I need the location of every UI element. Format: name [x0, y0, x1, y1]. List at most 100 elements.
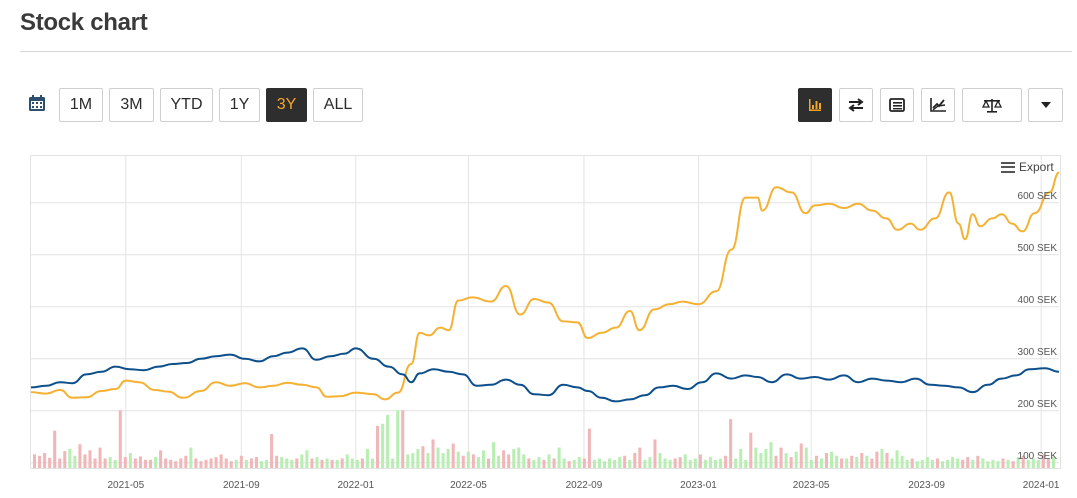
x-tick-label: 2022-09	[566, 480, 603, 491]
volume-bar	[229, 461, 233, 468]
volume-bar	[966, 457, 970, 468]
compare-arrows-icon	[848, 98, 864, 112]
volume-bar	[613, 459, 617, 468]
menu-icon	[1001, 161, 1015, 173]
y-tick-label: 400 SEK	[1018, 295, 1058, 306]
volume-bar	[819, 458, 823, 468]
x-tick-label: 2023-09	[908, 480, 945, 491]
x-tick-label: 2023-05	[793, 480, 830, 491]
volume-bar	[648, 457, 652, 468]
volume-bar	[411, 453, 415, 468]
volume-bar	[315, 457, 319, 468]
calendar-icon[interactable]	[28, 94, 46, 112]
x-tick-label: 2023-01	[680, 480, 717, 491]
volume-bar	[416, 448, 420, 468]
volume-bar	[305, 450, 309, 468]
volume-bar	[673, 458, 677, 468]
volume-bar	[522, 454, 526, 468]
volume-bar	[915, 461, 919, 468]
volume-bar	[275, 455, 279, 468]
export-button[interactable]: Export	[1001, 160, 1054, 174]
volume-bar	[335, 459, 339, 468]
volume-bar	[890, 458, 894, 468]
volume-bar	[325, 458, 329, 468]
volume-bar	[431, 439, 435, 468]
volume-bar	[1051, 457, 1055, 468]
volume-bar	[618, 457, 622, 468]
table-button[interactable]	[880, 88, 914, 122]
volume-bar	[658, 453, 662, 468]
volume-bar	[481, 450, 485, 468]
volume-bar	[118, 410, 122, 468]
volume-bar	[108, 457, 112, 468]
volume-bar	[436, 447, 440, 468]
range-all-button[interactable]: ALL	[313, 88, 363, 122]
more-options-button[interactable]	[1028, 88, 1063, 122]
volume-bar	[128, 453, 132, 468]
volume-bar	[855, 457, 859, 468]
volume-bar	[1031, 458, 1035, 468]
volume-bar	[951, 457, 955, 468]
volume-bar	[164, 458, 168, 468]
range-ytd-button[interactable]: YTD	[160, 88, 213, 122]
volume-bar	[376, 425, 380, 468]
volume-bar	[1001, 458, 1005, 468]
volume-bar	[78, 444, 82, 468]
volume-bar	[270, 434, 274, 468]
line-chart-button[interactable]	[921, 88, 955, 122]
volume-bar	[502, 450, 506, 468]
volume-bar	[804, 447, 808, 468]
volume-bar	[300, 454, 304, 468]
volume-bar	[623, 455, 627, 468]
volume-bar	[850, 455, 854, 468]
volume-bar	[693, 458, 697, 468]
volume-bar	[350, 458, 354, 468]
volume-bar	[794, 451, 798, 468]
volume-bar	[532, 459, 536, 468]
volume-bar	[845, 458, 849, 468]
volume-bar	[461, 455, 465, 468]
volume-bar	[663, 458, 667, 468]
volume-bar	[265, 459, 269, 468]
volume-bar	[749, 432, 753, 468]
volume-bar	[280, 457, 284, 468]
y-tick-label: 600 SEK	[1018, 191, 1058, 202]
volume-bar	[446, 448, 450, 468]
volume-bar	[169, 459, 173, 468]
bar-chart-button[interactable]	[798, 88, 832, 122]
volume-bar	[194, 458, 198, 468]
volume-bar	[935, 458, 939, 468]
volume-bar	[103, 458, 107, 468]
volume-bar	[638, 447, 642, 468]
volume-bar	[814, 455, 818, 468]
volume-bar	[512, 448, 516, 468]
volume-bar	[471, 454, 475, 468]
volume-bar	[971, 459, 975, 468]
x-tick-label: 2022-01	[337, 480, 374, 491]
volume-bar	[239, 455, 243, 468]
volume-bar	[234, 459, 238, 468]
volume-bar	[492, 442, 496, 468]
dropdown-arrow-icon	[1040, 102, 1051, 108]
volume-bar	[567, 461, 571, 468]
volume-bar	[557, 447, 561, 468]
volume-bar	[835, 455, 839, 468]
volume-bar	[360, 458, 364, 468]
volume-bar	[769, 442, 773, 468]
volume-bar	[370, 458, 374, 468]
range-1y-button[interactable]: 1Y	[219, 88, 260, 122]
range-3y-button[interactable]: 3Y	[266, 88, 307, 122]
volume-bar	[421, 446, 425, 468]
volume-bar	[285, 458, 289, 468]
volume-bar	[719, 458, 723, 468]
volume-bar	[133, 458, 137, 468]
scale-button[interactable]	[962, 88, 1022, 122]
range-1m-button[interactable]: 1M	[59, 88, 103, 122]
price-line-series-2	[30, 347, 1060, 403]
compare-button[interactable]	[839, 88, 873, 122]
volume-bar	[976, 455, 980, 468]
range-3m-button[interactable]: 3M	[109, 88, 154, 122]
volume-bar	[996, 461, 1000, 468]
volume-bar	[149, 459, 153, 468]
